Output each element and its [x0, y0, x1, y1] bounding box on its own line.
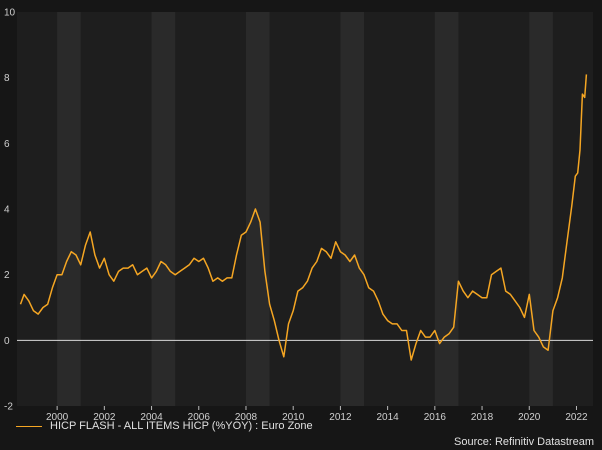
year-band [529, 12, 553, 406]
y-tick-label: 8 [4, 73, 10, 84]
x-tick-label: 2020 [518, 412, 541, 423]
x-tick-label: 2012 [329, 412, 352, 423]
x-tick-label: 2010 [282, 412, 305, 423]
x-tick-label: 2014 [376, 412, 399, 423]
x-tick-label: 2000 [46, 412, 69, 423]
x-tick-label: 2002 [93, 412, 116, 423]
series-line-hicp [19, 74, 588, 361]
y-tick-label: 6 [4, 139, 10, 150]
year-band [57, 12, 81, 406]
y-tick-label: 0 [4, 336, 10, 347]
legend-swatch [16, 425, 42, 427]
x-tick-label: 2008 [235, 412, 258, 423]
legend-label: HICP FLASH - ALL ITEMS HICP (%YOY) : Eur… [50, 420, 313, 432]
y-tick-label: -2 [4, 402, 13, 413]
legend: HICP FLASH - ALL ITEMS HICP (%YOY) : Eur… [16, 420, 313, 432]
year-band [340, 12, 365, 406]
y-tick-label: 4 [4, 205, 10, 216]
y-tick-label: 10 [4, 8, 16, 19]
plot-area [17, 12, 593, 406]
year-band [245, 12, 270, 406]
x-tick-label: 2006 [188, 412, 211, 423]
year-band [434, 12, 459, 406]
x-tick-label: 2016 [424, 412, 447, 423]
x-tick-label: 2004 [140, 412, 163, 423]
source-note: Source: Refinitiv Datastream [454, 436, 594, 448]
x-tick-label: 2022 [565, 412, 588, 423]
y-tick-label: 2 [4, 270, 10, 281]
year-band [151, 12, 176, 406]
x-tick-label: 2018 [471, 412, 494, 423]
